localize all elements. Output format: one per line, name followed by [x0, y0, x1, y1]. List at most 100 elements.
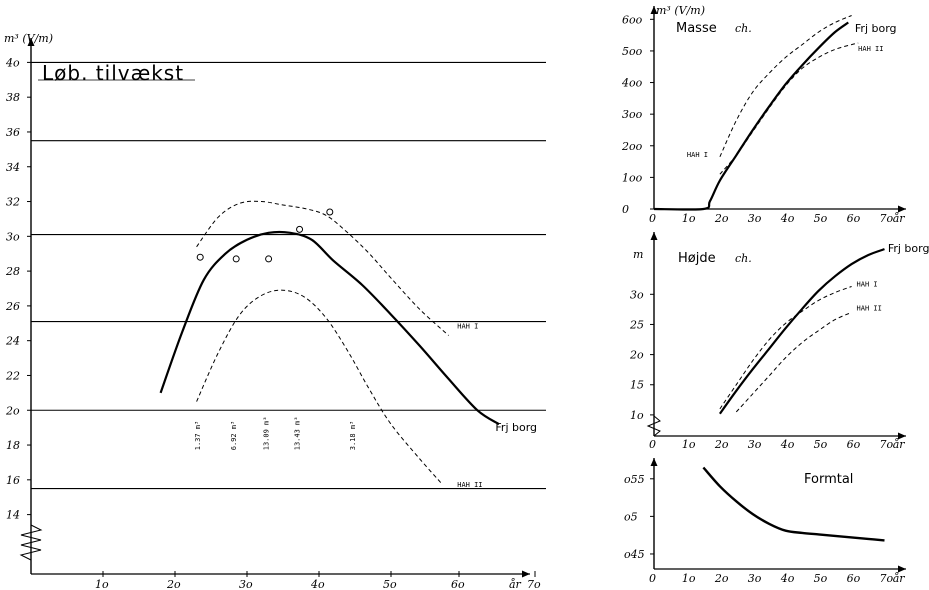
main-y-tick-label: 4o: [5, 56, 20, 69]
hojde-y-arrow: [650, 232, 658, 240]
masse-y-tick-label: 5oo: [622, 45, 643, 58]
main-annotation: 3.18 m³: [349, 421, 357, 451]
hojde-series-label-hah-ii: HAH II: [857, 305, 882, 313]
hojde-series-frj-borg-line: [719, 248, 885, 415]
main-series-label-frj-borg: Frj borg: [495, 421, 537, 434]
masse-x-tick-label: 6o: [847, 212, 861, 225]
main-y-tick-label: 28: [5, 265, 20, 278]
main-x-tick-label: 2o: [166, 578, 181, 590]
masse-y-tick-label: 4oo: [621, 77, 643, 90]
main-data-point: [296, 225, 304, 233]
main-x-tick-label: 1o: [95, 578, 109, 590]
hojde-y-tick-label: 15: [630, 379, 644, 392]
masse-y-tick-label: 2oo: [621, 140, 643, 153]
main-y-tick-label: 22: [5, 369, 20, 382]
hojde-series-hah-i-line: [719, 286, 852, 410]
hojde-y-tick-label: 3o: [630, 288, 644, 301]
hojde-axis-break: [646, 415, 661, 437]
main-y-tick-label: 36: [6, 126, 20, 139]
main-data-point: [265, 255, 273, 263]
main-x-tick-label: 3o: [239, 578, 253, 590]
hojde-x-tick-label: 1o: [682, 438, 696, 451]
main-annotation: 1.37 m³: [194, 421, 202, 451]
formtal-y-arrow: [650, 458, 658, 466]
hojde-series-label-frj-borg: Frj borg: [888, 242, 929, 255]
hojde-series-hah-ii-line: [735, 311, 852, 413]
masse-x-arrow: [898, 205, 906, 213]
hojde-x-tick-label: 7o: [880, 438, 894, 451]
masse-x-tick-label: 0: [649, 212, 656, 225]
main-x-tick-label: 7o: [527, 578, 541, 590]
main-series-label-hah-ii: HAH II: [457, 481, 482, 489]
hojde-series-label-hah-i: HAH I: [857, 280, 878, 288]
main-y-axis-label: m³ (V/m): [4, 32, 53, 45]
masse-series-frj-borg-line: [653, 21, 849, 211]
hojde-x-tick-label: år: [893, 438, 906, 451]
main-y-tick-label: 26: [5, 300, 20, 313]
masse-x-tick-label: 7o: [880, 212, 894, 225]
masse-y-tick-label: 1oo: [622, 171, 643, 184]
formtal-x-tick-label: år: [893, 572, 906, 585]
hojde-x-tick-label: 3o: [748, 438, 762, 451]
formtal-series-main-line: [702, 466, 885, 542]
hojde-y-tick-label: 2o: [629, 349, 644, 362]
hojde-y-axis-label: m: [633, 248, 643, 261]
formtal-y-tick-label: o5: [624, 510, 638, 523]
main-title: Løb. tilvækst: [42, 61, 184, 85]
hojde-x-tick-label: 4o: [780, 438, 795, 451]
masse-series-label-frj-borg: Frj borg: [855, 22, 897, 35]
hojde-x-tick-label: 6o: [847, 438, 861, 451]
main-y-arrow: [27, 38, 35, 46]
masse-x-tick-label: 4o: [780, 212, 795, 225]
formtal-title: Formtal: [804, 472, 853, 487]
main-x-arrow: [522, 570, 530, 578]
formtal-x-tick-label: 1o: [682, 572, 696, 585]
masse-x-tick-label: 1o: [682, 212, 696, 225]
hojde-x-tick-label: 5o: [814, 438, 828, 451]
main-y-tick-label: 2o: [5, 404, 20, 417]
formtal-x-tick-label: 3o: [748, 572, 762, 585]
main-y-tick-label: 14: [6, 509, 20, 522]
masse-y-arrow: [650, 6, 658, 14]
masse-y-axis-label: m³ (V/m): [656, 4, 705, 17]
masse-x-tick-label: 5o: [814, 212, 828, 225]
main-annotation: 13.09 m³: [263, 417, 271, 451]
hojde-x-tick-label: 0: [649, 438, 656, 451]
main-data-point: [326, 208, 334, 216]
formtal-y-tick-label: o45: [624, 548, 645, 561]
masse-x-tick-label: år: [893, 212, 906, 225]
hojde-y-tick-label: 1o: [630, 409, 644, 422]
masse-series-hah-i-line: [719, 15, 852, 158]
main-annotation: 6.92 m³: [230, 421, 238, 451]
hojde-title-suffix: ch.: [735, 252, 752, 265]
formtal-x-tick-label: 7o: [880, 572, 894, 585]
main-y-tick-label: 18: [6, 439, 20, 452]
main-series-hah-i-line: [196, 200, 449, 336]
main-series-hah-ii-line: [196, 289, 442, 484]
main-x-tick-label: 5o: [383, 578, 397, 590]
main-x-axis-label: år: [509, 578, 522, 590]
main-annotation: 13.43 m³: [294, 417, 302, 451]
main-y-tick-label: 38: [6, 91, 20, 104]
formtal-y-tick-label: o55: [624, 473, 645, 486]
masse-x-tick-label: 3o: [748, 212, 762, 225]
formtal-x-tick-label: 2o: [714, 572, 729, 585]
main-series-label-hah-i: HAH I: [457, 323, 478, 331]
hojde-x-tick-label: 2o: [714, 438, 729, 451]
masse-series-label-hah-ii: HAH II: [858, 45, 883, 53]
formtal-x-tick-label: 5o: [814, 572, 828, 585]
formtal-x-arrow: [898, 565, 906, 573]
masse-title-suffix: ch.: [735, 22, 752, 35]
main-x-tick-label: 6o: [451, 578, 465, 590]
formtal-x-tick-label: 6o: [847, 572, 861, 585]
main-y-tick-label: 32: [6, 196, 20, 209]
main-data-point: [232, 255, 240, 263]
main-y-tick-label: 34: [6, 161, 20, 174]
masse-y-tick-label: 0: [622, 203, 629, 216]
formtal-x-tick-label: 0: [649, 572, 656, 585]
main-y-tick-label: 24: [5, 335, 20, 348]
main-axis-break: [19, 524, 43, 561]
hojde-y-tick-label: 25: [629, 318, 644, 331]
main-y-tick-label: 3o: [6, 230, 20, 243]
